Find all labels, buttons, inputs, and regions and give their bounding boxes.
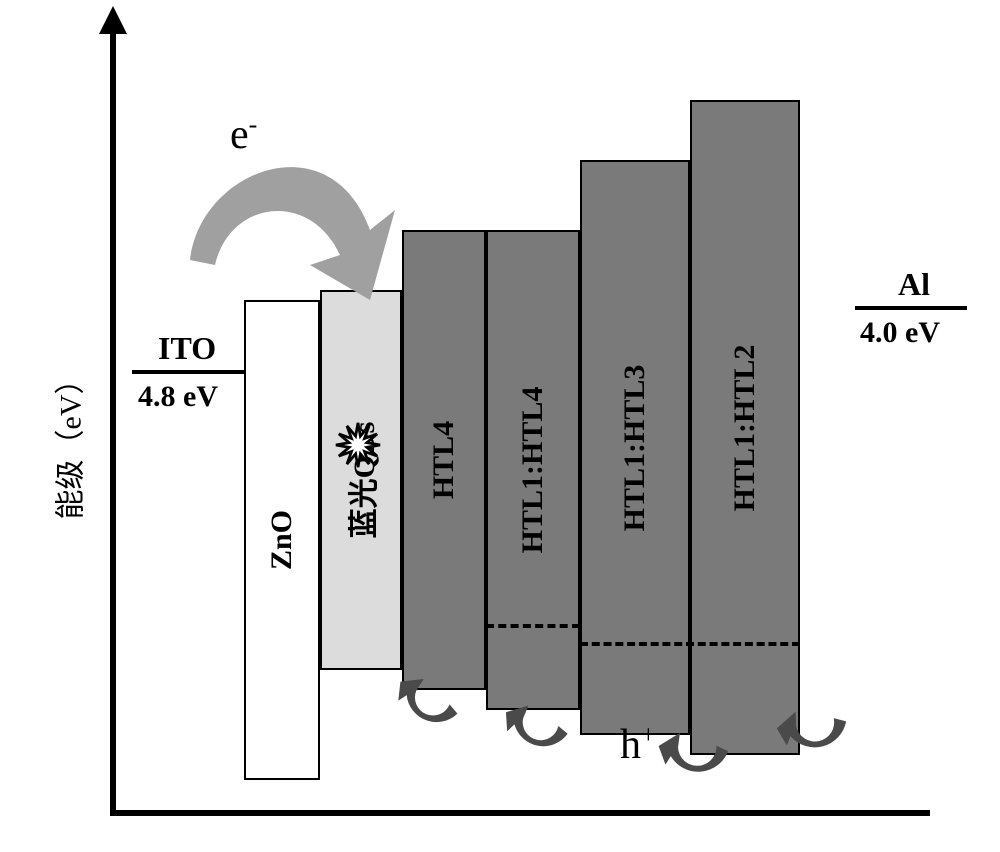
al-line <box>855 306 967 310</box>
al-label: Al <box>898 266 930 303</box>
layer-HTL1HTL2: HTL1:HTL2 <box>690 100 800 755</box>
layer-QDs: 蓝光QDs <box>320 290 402 670</box>
layer-label-HTL4: HTL4 <box>427 421 461 499</box>
layer-ZnO: ZnO <box>244 300 320 780</box>
y-axis-arrow <box>99 6 127 34</box>
ito-line <box>132 370 244 374</box>
layer-label-HTL1HTL4: HTL1:HTL4 <box>516 387 550 554</box>
dash-line <box>580 642 800 646</box>
x-axis-base <box>110 810 930 816</box>
dash-line <box>486 624 580 628</box>
layer-HTL1HTL3: HTL1:HTL3 <box>580 160 690 735</box>
layer-label-ZnO: ZnO <box>265 510 299 570</box>
emission-star-icon <box>335 422 381 468</box>
layer-label-HTL1HTL3: HTL1:HTL3 <box>618 364 652 531</box>
hole-symbol: h+ <box>620 720 656 769</box>
al-value: 4.0 eV <box>860 316 940 350</box>
diagram-canvas: 能级（eV） ITO 4.8 eV Al 4.0 eV ZnO 蓝光QDs HTL4… <box>0 0 1000 852</box>
ito-label: ITO <box>158 330 216 367</box>
ito-value: 4.8 eV <box>138 380 218 414</box>
electron-symbol: e- <box>230 110 257 159</box>
y-axis-line <box>110 30 116 810</box>
y-axis-label: 能级（eV） <box>45 365 89 520</box>
layer-label-HTL1HTL2: HTL1:HTL2 <box>728 344 762 511</box>
layer-HTL1HTL4: HTL1:HTL4 <box>486 230 580 710</box>
layer-HTL4: HTL4 <box>402 230 486 690</box>
